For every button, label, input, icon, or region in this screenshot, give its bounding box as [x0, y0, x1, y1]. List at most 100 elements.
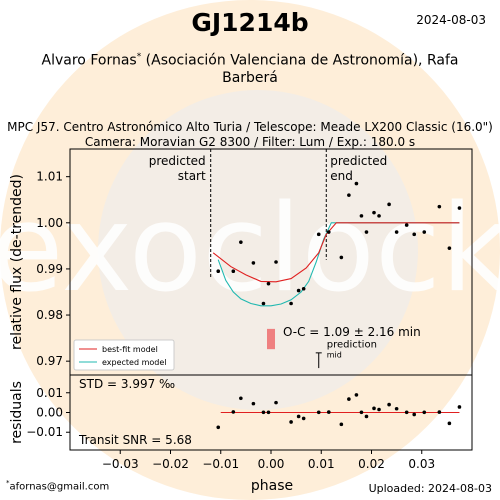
prediction-mid-label-2: mid: [327, 350, 342, 359]
data-point: [251, 261, 256, 265]
residual-point: [231, 410, 236, 414]
data-point: [412, 232, 417, 237]
data-point: [274, 260, 278, 264]
prediction-mid-label-1: prediction: [327, 339, 377, 350]
residual-point: [359, 410, 364, 415]
residual-point: [301, 416, 306, 421]
data-point: [261, 301, 266, 306]
data-point: [326, 230, 331, 234]
x-axis-label: phase: [251, 478, 293, 494]
xtick-label: 0.00: [258, 457, 285, 471]
data-point: [422, 230, 427, 234]
oc-error-bar: [267, 328, 275, 350]
residual-point: [354, 393, 359, 397]
data-point: [289, 301, 293, 306]
residual-point: [239, 396, 243, 401]
residual-point: [296, 414, 301, 419]
predicted-start-label-2: start: [178, 169, 206, 183]
residual-point: [372, 406, 376, 411]
data-point: [266, 281, 271, 286]
residual-point: [316, 410, 321, 415]
data-point: [377, 214, 381, 218]
data-point: [457, 206, 462, 210]
predicted-start-label-1: predicted: [149, 154, 206, 168]
residual-point: [326, 410, 331, 414]
legend-best-fit-label: best-fit model: [102, 345, 158, 354]
residual-ytick-label: −0.01: [26, 425, 63, 439]
residual-point: [339, 422, 344, 427]
author-mark: *: [136, 52, 142, 62]
data-point: [316, 232, 321, 237]
predicted-end-label-1: predicted: [330, 154, 387, 168]
legend-box: [73, 339, 175, 371]
data-point: [447, 246, 452, 250]
xtick-label: −0.01: [202, 457, 239, 471]
data-point: [394, 230, 399, 234]
residual-point: [216, 425, 221, 430]
residual-point: [377, 407, 381, 412]
observatory-line: MPC J57. Centro Astronómico Alto Turia /…: [7, 120, 493, 134]
data-point: [301, 286, 306, 291]
residual-ytick-label: 0.01: [36, 386, 63, 400]
residual-point: [251, 401, 256, 406]
data-point: [347, 193, 351, 197]
best-fit-model-line: [212, 222, 460, 283]
residual-point: [266, 410, 271, 415]
email-text: afornas@gmail.com: [9, 481, 110, 493]
page-title: GJ1214b: [191, 8, 309, 37]
xtick-label: −0.02: [152, 457, 189, 471]
xtick-label: 0.02: [358, 457, 385, 471]
author-name: Alvaro Fornas: [41, 52, 137, 69]
data-point: [339, 255, 344, 260]
email-mark: *: [6, 479, 10, 487]
residual-y-axis-label: residuals: [9, 381, 25, 444]
data-point: [296, 288, 301, 293]
data-point: [387, 202, 391, 207]
snr-label: Transit SNR = 5.68: [78, 433, 192, 447]
oc-value-label: O-C = 1.09 ± 2.16 min: [283, 325, 421, 339]
header-date: 2024-08-03: [416, 13, 486, 27]
author-affiliation: (Asociación Valenciana de Astronomía), R…: [141, 52, 459, 69]
authors-line-2: Barberá: [222, 70, 278, 86]
residual-ytick-label: 0.00: [36, 406, 63, 420]
residual-point: [457, 405, 462, 409]
top-ytick-label: 0.98: [36, 308, 63, 322]
contact-email: *afornas@gmail.com: [6, 479, 109, 492]
xtick-label: 0.03: [408, 457, 435, 471]
residual-point: [261, 410, 266, 415]
residual-point: [394, 406, 399, 411]
residual-point: [447, 421, 452, 426]
residual-point: [387, 402, 391, 407]
data-point: [437, 204, 442, 209]
residual-point: [437, 410, 442, 414]
legend-expected-label: expected model: [102, 358, 167, 367]
data-point: [231, 269, 236, 274]
data-point: [364, 230, 369, 234]
std-label: STD = 3.997 ‰: [79, 377, 175, 391]
residual-point: [274, 400, 278, 405]
data-point: [372, 210, 376, 215]
residual-point: [364, 414, 369, 419]
residual-point: [404, 410, 409, 415]
top-ytick-label: 1.01: [36, 170, 63, 184]
top-ytick-label: 1.00: [36, 216, 63, 230]
predicted-end-label-2: end: [330, 169, 353, 183]
top-ytick-label: 0.99: [36, 262, 63, 276]
data-point: [354, 181, 359, 186]
residual-point: [289, 420, 293, 424]
authors-line-1: Alvaro Fornas* (Asociación Valenciana de…: [0, 52, 500, 69]
watermark-text: exoclock: [0, 180, 500, 319]
watermark-inner-circle: [98, 90, 418, 410]
residual-point: [347, 397, 351, 401]
top-ytick-label: 0.97: [36, 354, 63, 368]
data-point: [404, 223, 409, 227]
residual-point: [422, 410, 427, 415]
data-point: [359, 214, 364, 218]
xtick-label: 0.01: [308, 457, 335, 471]
uploaded-date: Uploaded: 2024-08-03: [368, 482, 492, 495]
data-point: [216, 269, 221, 274]
camera-line: Camera: Moravian G2 8300 / Filter: Lum /…: [84, 135, 416, 149]
residual-point: [412, 412, 417, 417]
data-point: [239, 240, 243, 244]
